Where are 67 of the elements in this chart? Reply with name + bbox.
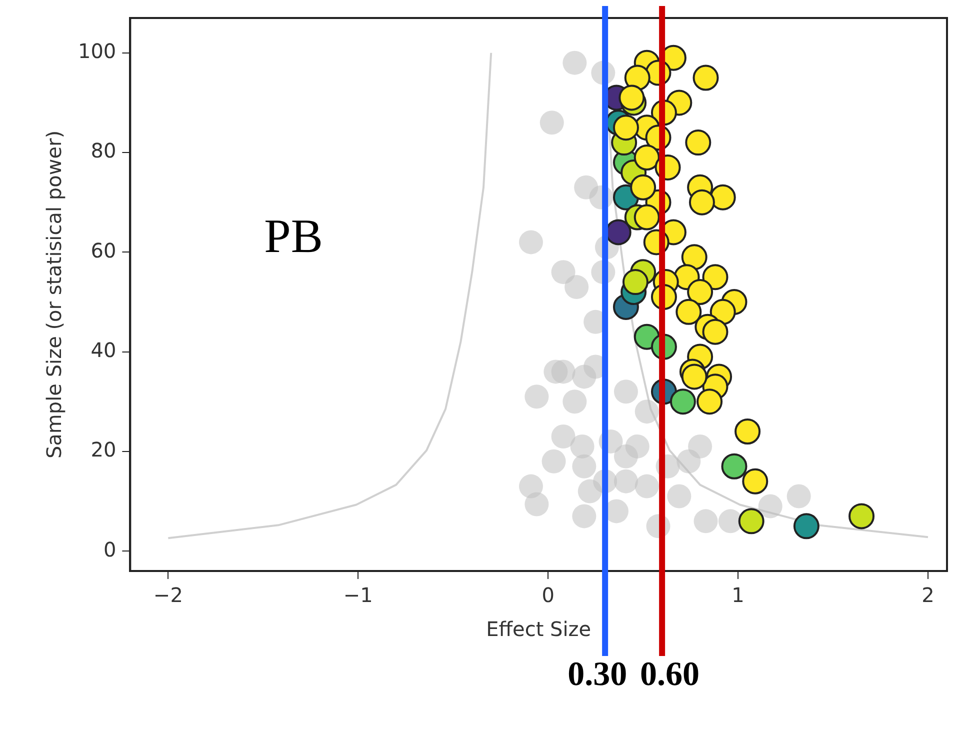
x-axis-title: Effect Size (486, 617, 592, 642)
y-tick-label: 0 (103, 537, 116, 562)
y-tick-label: 40 (90, 338, 116, 362)
x-tick-label: 2 (922, 583, 934, 608)
point (696, 388, 723, 415)
x-tick-label: 1 (732, 583, 744, 608)
annotation: PB (264, 210, 323, 263)
point (687, 279, 714, 306)
point (692, 64, 719, 91)
point (681, 244, 708, 270)
point (614, 469, 638, 494)
point (718, 509, 742, 534)
point (758, 494, 782, 518)
point (624, 64, 650, 91)
point (793, 513, 820, 540)
y-tick-label: 100 (78, 39, 116, 64)
point (542, 449, 566, 474)
point (676, 298, 702, 325)
point (612, 114, 639, 141)
point (572, 454, 596, 478)
point (786, 484, 811, 508)
point (618, 84, 645, 111)
point (710, 184, 736, 210)
point (721, 453, 748, 480)
point (702, 264, 728, 290)
y-tick-label: 60 (90, 238, 116, 262)
point (570, 434, 594, 458)
point (688, 434, 712, 458)
point (734, 418, 761, 445)
point (634, 474, 659, 498)
point (614, 444, 638, 468)
y-tick-label: 80 (90, 138, 116, 163)
ref-line-label: 0.30 (568, 656, 628, 693)
x-tick-label: −2 (153, 583, 183, 608)
point (622, 269, 648, 296)
point (634, 400, 659, 424)
point (578, 479, 602, 504)
point (544, 360, 568, 384)
point (667, 484, 692, 508)
point (562, 390, 587, 414)
point (564, 275, 589, 300)
point (848, 503, 875, 530)
point (524, 384, 549, 409)
point (694, 509, 718, 534)
point (562, 50, 587, 75)
x-tick-label: −1 (343, 583, 373, 608)
point (518, 230, 543, 254)
point (688, 189, 715, 216)
x-tick-label: 0 (542, 583, 554, 608)
point (681, 364, 708, 390)
point (630, 174, 656, 200)
point (614, 380, 638, 404)
ref-line-label: 0.60 (640, 656, 700, 693)
point (551, 260, 576, 284)
y-axis-title: Sample Size (or statisical power) (42, 130, 66, 459)
point (540, 110, 564, 135)
point (634, 144, 660, 170)
point (738, 508, 764, 534)
point (685, 130, 712, 156)
point (524, 492, 549, 516)
y-tick-label: 20 (90, 438, 116, 462)
point (634, 204, 660, 230)
point (572, 504, 596, 528)
point (670, 388, 696, 415)
point (702, 318, 728, 345)
point (551, 424, 576, 448)
point (742, 468, 768, 494)
